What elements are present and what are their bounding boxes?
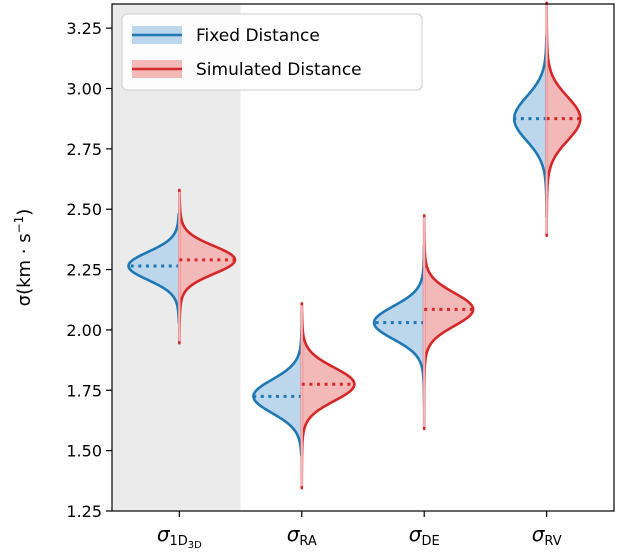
y-tick-label: 2.00 <box>66 321 102 340</box>
legend-label: Simulated Distance <box>196 60 362 80</box>
y-tick-label: 2.75 <box>66 140 102 159</box>
violins-layer <box>127 1 582 490</box>
legend: Fixed Distance Simulated Distance <box>121 13 423 91</box>
svg-text:σRA: σRA <box>287 522 317 549</box>
x-tick-label: σ1D3D <box>157 522 202 551</box>
violin-left-1 <box>252 309 304 457</box>
violin-left-0 <box>127 212 181 324</box>
legend-label: Fixed Distance <box>196 26 320 46</box>
y-tick-label: 1.25 <box>66 502 102 521</box>
x-axis: σ1D3D σRA σDE σRV <box>157 511 562 551</box>
violin-left-2 <box>372 244 426 409</box>
y-tick-label: 1.75 <box>66 381 102 400</box>
y-tick-label: 1.50 <box>66 442 102 461</box>
svg-text:σRV: σRV <box>532 522 562 549</box>
plot-frame <box>111 3 615 512</box>
svg-text:σDE: σDE <box>409 522 440 549</box>
violin-right-1 <box>300 302 356 490</box>
legend-box <box>121 13 423 91</box>
x-tick-label: σDE <box>409 522 440 549</box>
y-axis-title: σ(km · s−1) <box>12 209 35 307</box>
y-tick-label: 2.25 <box>66 261 102 280</box>
x-tick-label: σRV <box>532 522 562 549</box>
y-tick-label: 2.50 <box>66 200 102 219</box>
violin-right-2 <box>422 213 475 431</box>
y-tick-label: 3.25 <box>66 19 102 38</box>
y-tick-label: 3.00 <box>66 80 102 99</box>
svg-text:σ1D3D: σ1D3D <box>157 522 202 551</box>
x-tick-label: σRA <box>287 522 317 549</box>
violin-left-3 <box>512 34 548 218</box>
y-axis: 1.25 1.50 1.75 2.00 2.25 2.50 2.75 3.00 3.25 <box>66 19 112 521</box>
